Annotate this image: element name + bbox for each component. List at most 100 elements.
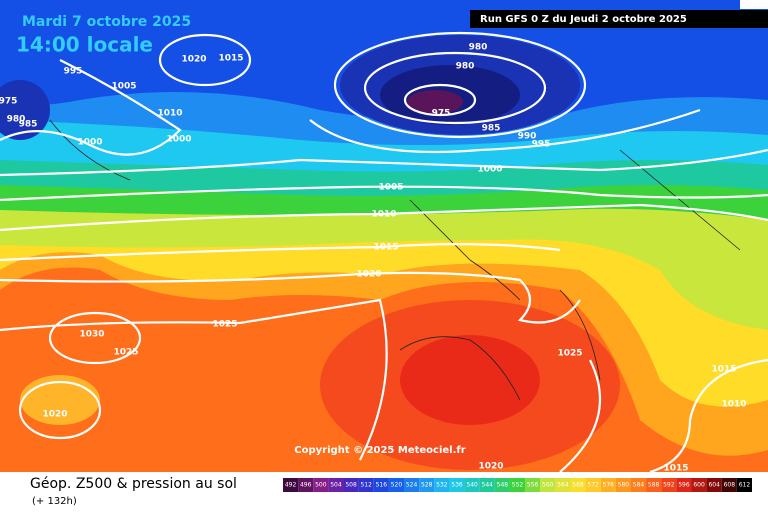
scale-label: 520 <box>391 482 403 489</box>
date: Mardi 7 octobre 2025 <box>22 14 191 30</box>
scale-label: 524 <box>406 482 418 489</box>
isobar <box>0 271 581 324</box>
isobar <box>0 298 602 473</box>
heat-core <box>400 335 540 425</box>
isobar-label: 1020 <box>356 270 381 280</box>
scale-swatch <box>509 478 526 492</box>
scale-swatch <box>494 478 510 492</box>
run-box <box>470 10 768 28</box>
isobar-label: 1015 <box>711 365 736 375</box>
lead-time: (+ 132h) <box>32 496 77 507</box>
isobar <box>309 108 701 154</box>
scale-label: 608 <box>724 482 736 489</box>
scale-swatch <box>298 478 314 492</box>
scale-swatch <box>646 478 662 492</box>
scale-label: 556 <box>527 482 539 489</box>
scale-swatch <box>630 478 647 492</box>
isobar-label: 1000 <box>166 135 191 145</box>
isobar-label: 990 <box>518 132 537 142</box>
color-scale: 492 496 500 504 508 512 516 520 524 528 532 536 540 5… <box>283 478 752 492</box>
scale-label: 528 <box>421 482 433 489</box>
scale-swatch <box>283 478 299 492</box>
footer-title: Géop. Z500 & pression au sol <box>30 476 237 492</box>
scale-label: 496 <box>300 482 312 489</box>
scale-label: 516 <box>376 482 388 489</box>
low-core <box>407 90 463 114</box>
scale-label: 580 <box>618 482 630 489</box>
scale-swatch <box>419 478 435 492</box>
isobar-label: 1000 <box>77 138 102 148</box>
scale-swatch <box>313 478 329 492</box>
isobar-label: 1025 <box>113 348 138 358</box>
isobar <box>48 311 142 365</box>
scale-swatch <box>676 478 692 492</box>
scale-swatch <box>540 478 556 492</box>
scale-label: 492 <box>285 482 297 489</box>
isobar <box>333 31 587 139</box>
isobar-label: 985 <box>19 120 38 130</box>
scale-label: 604 <box>708 482 720 489</box>
scale-label: 600 <box>693 482 705 489</box>
isobar-label: 1005 <box>378 183 403 193</box>
scale-label: 532 <box>436 482 448 489</box>
isobar-label: 995 <box>64 67 83 77</box>
isobar-label: 975 <box>0 97 17 107</box>
scale-label: 596 <box>678 482 690 489</box>
scale-label: 544 <box>482 482 494 489</box>
scale-swatch <box>328 478 344 492</box>
isobar-label: 1025 <box>212 320 237 330</box>
scale-swatch <box>479 478 495 492</box>
isobar-label: 975 <box>432 109 451 119</box>
scale-label: 504 <box>330 482 342 489</box>
isobar-label: 1015 <box>663 464 688 474</box>
run: Run GFS 0 Z du Jeudi 2 octobre 2025 <box>480 14 687 25</box>
isobar <box>0 148 768 177</box>
isobar <box>0 59 182 156</box>
isobar-label: 1015 <box>373 243 398 253</box>
label-box <box>740 0 768 9</box>
isobar <box>403 83 477 117</box>
scale-swatch <box>388 478 405 492</box>
scale-label: 584 <box>633 482 645 489</box>
scale-label: 500 <box>315 482 327 489</box>
isobar-label: 1020 <box>478 462 503 472</box>
scale-label: 612 <box>739 482 751 489</box>
isobar-label: 1030 <box>79 330 104 340</box>
isobar-label: 1010 <box>371 210 396 220</box>
isobar-labels: 1000980980975985990995100010051010101510… <box>0 42 747 474</box>
isobar-label: 1020 <box>181 55 206 65</box>
isobar-label: 980 <box>469 43 488 53</box>
scale-swatch <box>449 478 465 492</box>
isobars <box>0 31 768 474</box>
isobar-label: 1015 <box>218 54 243 64</box>
scale-swatch <box>585 478 601 492</box>
scale-swatch <box>525 478 541 492</box>
isobar-label: 1000 <box>477 165 502 175</box>
coastline <box>49 119 741 401</box>
scale-label: 552 <box>512 482 524 489</box>
isobar-label: 1025 <box>557 349 582 359</box>
scale-swatch <box>434 478 450 492</box>
isobar-label: 1010 <box>157 109 182 119</box>
scale-swatch <box>661 478 677 492</box>
low-area <box>0 80 50 140</box>
isobar-label: 1020 <box>42 410 67 420</box>
isobar-label: 995 <box>532 140 551 150</box>
scale-swatch <box>373 478 389 492</box>
scale-label: 568 <box>572 482 584 489</box>
scale-label: 592 <box>663 482 675 489</box>
scale-swatch <box>464 478 480 492</box>
isobar <box>0 243 561 262</box>
scale-swatch <box>555 478 571 492</box>
isobar <box>18 380 102 440</box>
isobar-label: 1010 <box>721 400 746 410</box>
scale-label: 572 <box>587 482 599 489</box>
scale-swatch <box>570 478 586 492</box>
isobar <box>158 33 252 87</box>
isobar <box>649 358 768 474</box>
scale-swatch <box>721 478 737 492</box>
copyright: Copyright © 2025 Meteociel.fr <box>294 445 465 456</box>
scale-swatch <box>736 478 752 492</box>
